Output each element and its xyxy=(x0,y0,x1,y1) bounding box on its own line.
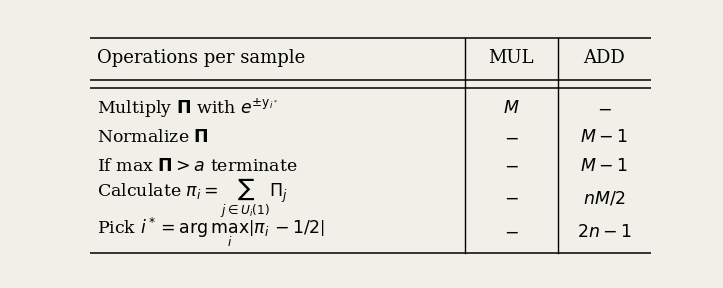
Text: $M-1$: $M-1$ xyxy=(581,129,628,146)
Text: Operations per sample: Operations per sample xyxy=(97,49,305,67)
Text: Pick $i^* = \arg\max_i \left|\pi_i - 1/2\right|$: Pick $i^* = \arg\max_i \left|\pi_i - 1/2… xyxy=(97,216,325,249)
Text: $nM/2$: $nM/2$ xyxy=(583,189,625,207)
Text: If max $\mathbf{\Pi} > a$ terminate: If max $\mathbf{\Pi} > a$ terminate xyxy=(97,158,298,175)
Text: $-$: $-$ xyxy=(504,190,518,207)
Text: $-$: $-$ xyxy=(504,158,518,175)
Text: $2n-1$: $2n-1$ xyxy=(577,224,632,241)
Text: $-$: $-$ xyxy=(504,224,518,241)
Text: ADD: ADD xyxy=(583,49,625,67)
Text: MUL: MUL xyxy=(489,49,534,67)
Text: $M-1$: $M-1$ xyxy=(581,158,628,175)
Text: Multiply $\mathbf{\Pi}$ with $e^{\pm\mathrm{y}_{i^*}}$: Multiply $\mathbf{\Pi}$ with $e^{\pm\mat… xyxy=(97,97,278,120)
Text: Calculate $\pi_i = \sum_{j \in U_i(1)} \Pi_j$: Calculate $\pi_i = \sum_{j \in U_i(1)} \… xyxy=(97,177,288,220)
Text: $-$: $-$ xyxy=(596,100,612,117)
Text: $M$: $M$ xyxy=(503,100,519,117)
Text: $-$: $-$ xyxy=(504,129,518,146)
Text: Normalize $\mathbf{\Pi}$: Normalize $\mathbf{\Pi}$ xyxy=(97,129,209,146)
